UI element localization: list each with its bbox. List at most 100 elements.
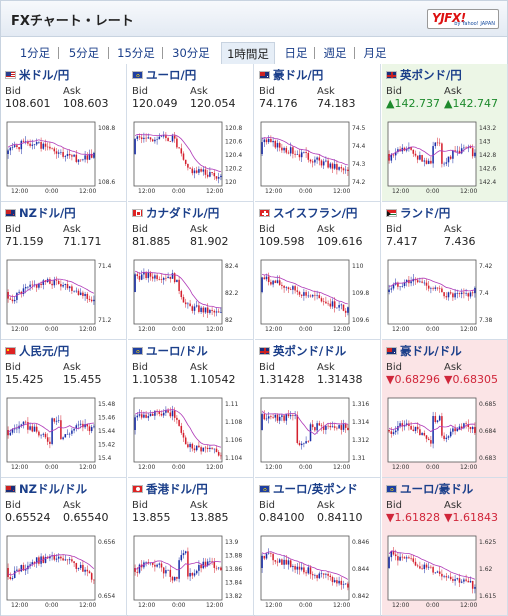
candlestick-chart[interactable]: 71.471.212:00 0:00 12:00: [5, 256, 123, 336]
x-tick-label: 12:00: [206, 602, 223, 609]
candle-body: [71, 430, 73, 434]
candle-body: [38, 283, 40, 288]
tab-6[interactable]: 日足: [284, 46, 308, 60]
candle-body: [410, 147, 412, 150]
x-tick-label: 0:00: [172, 464, 186, 471]
currency-pair-link[interactable]: 香港ドル/円: [132, 482, 208, 496]
moving-average-line: [7, 554, 95, 576]
candle-body: [467, 293, 470, 297]
tab-5[interactable]: 1時間足: [221, 42, 275, 64]
currency-pair-name: 英ポンド/円: [400, 68, 462, 82]
currency-pair-link[interactable]: 英ポンド/ドル: [259, 344, 346, 358]
x-tick-label: 0:00: [45, 464, 59, 471]
candle-body: [274, 140, 277, 148]
candle-body: [447, 576, 450, 578]
tab-8[interactable]: 月足: [363, 46, 387, 60]
candle-body: [24, 569, 27, 571]
currency-pair-link[interactable]: 豪ドル/円: [259, 68, 323, 82]
currency-pair-link[interactable]: ユーロ/豪ドル: [386, 482, 473, 496]
uk-flag-icon: [259, 347, 270, 355]
tab-1[interactable]: 1分足: [19, 46, 51, 60]
candle-body: [86, 155, 89, 160]
candle-body: [173, 576, 176, 581]
candle-body: [176, 279, 178, 283]
tab-3[interactable]: 15分足: [117, 46, 155, 60]
tab-7[interactable]: 週足: [323, 46, 347, 60]
candle-body: [62, 558, 64, 561]
candle-body: [171, 576, 174, 581]
candle-body: [73, 154, 75, 157]
candle-body: [278, 559, 281, 563]
x-tick-label: 12:00: [11, 464, 28, 471]
candle-body: [77, 290, 80, 295]
candle-body: [452, 428, 454, 432]
x-tick-label: 12:00: [79, 602, 96, 609]
candle-body: [327, 425, 329, 427]
candle-body: [412, 429, 415, 431]
currency-pair-link[interactable]: 豪ドル/ドル: [386, 344, 462, 358]
currency-pair-link[interactable]: ユーロ/英ポンド: [259, 482, 358, 496]
candle-body: [399, 556, 401, 561]
candle-body: [84, 293, 86, 296]
tab-2[interactable]: 5分足: [68, 46, 100, 60]
currency-pair-link[interactable]: NZドル/円: [5, 206, 76, 220]
candle-body: [263, 277, 266, 280]
candle-body: [77, 568, 80, 569]
candle-body: [303, 292, 305, 296]
candle-body: [134, 138, 136, 154]
candle-body: [154, 275, 156, 279]
tab-4[interactable]: 30分足: [172, 46, 210, 60]
yjfx-logo[interactable]: YJFX! by Yahoo! JAPAN: [427, 9, 499, 29]
candle-body: [283, 285, 285, 288]
y-tick-label: 7.42: [479, 263, 493, 270]
ask-value: 74.183: [317, 97, 356, 110]
currency-pair-link[interactable]: カナダドル/円: [132, 206, 219, 220]
y-tick-label: 0.654: [98, 593, 115, 600]
candle-body: [57, 556, 60, 559]
currency-pair-link[interactable]: NZドル/ドル: [5, 482, 87, 496]
rate-cell: 豪ドル/ドル Bid Ask ▼0.68296 ▼0.68305 0.685 0.684 0.…: [382, 340, 508, 478]
candle-body: [296, 290, 299, 292]
candle-body: [209, 561, 211, 562]
currency-pair-link[interactable]: ランド/円: [386, 206, 450, 220]
candle-body: [416, 426, 419, 430]
candle-body: [320, 425, 323, 427]
candle-body: [471, 292, 474, 294]
currency-pair-link[interactable]: 英ポンド/円: [386, 68, 462, 82]
candle-body: [167, 138, 169, 142]
candle-body: [454, 293, 456, 298]
currency-pair-link[interactable]: スイスフラン/円: [259, 206, 357, 220]
candlestick-chart[interactable]: 74.574.474.374.212:00 0:00 12:00: [259, 118, 377, 198]
currency-pair-link[interactable]: 米ドル/円: [5, 68, 69, 82]
candle-body: [430, 566, 432, 568]
candle-body: [193, 448, 196, 451]
candle-body: [434, 416, 437, 422]
currency-pair-link[interactable]: ユーロ/ドル: [132, 344, 208, 358]
candle-body: [147, 272, 150, 279]
candle-body: [287, 152, 290, 154]
candle-body: [44, 143, 47, 147]
candle-body: [300, 443, 303, 446]
bid-value: 108.601: [5, 97, 51, 110]
candle-body: [29, 426, 31, 430]
currency-pair-link[interactable]: 人民元/円: [5, 344, 69, 358]
currency-pair-link[interactable]: ユーロ/円: [132, 68, 196, 82]
tab-separator: [354, 47, 355, 59]
y-tick-label: 1.314: [352, 419, 369, 426]
candle-body: [209, 447, 211, 450]
candle-body: [322, 161, 325, 166]
